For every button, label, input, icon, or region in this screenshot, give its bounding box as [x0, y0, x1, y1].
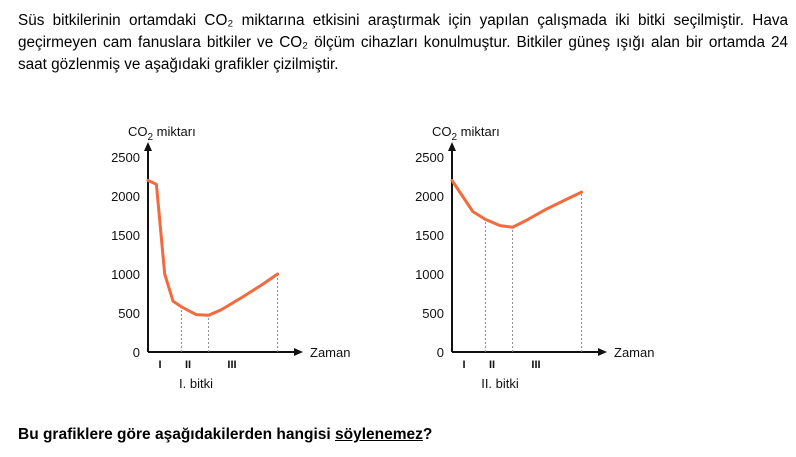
x-axis-title: Zaman [310, 345, 350, 360]
intro-paragraph: Süs bitkilerinin ortamdaki CO₂ miktarına… [18, 12, 788, 73]
x-axis-arrow [294, 348, 303, 356]
x-tick-label: I [158, 359, 161, 371]
y-tick-label: 2500 [415, 150, 444, 165]
y-tick-label: 0 [133, 345, 140, 360]
question-prefix: Bu grafiklere göre aşağıdakilerden hangi… [18, 426, 335, 443]
data-line [146, 178, 280, 317]
y-tick-label: 2000 [415, 189, 444, 204]
question-underlined-word: söylenemez [335, 426, 423, 443]
x-tick-label: III [227, 359, 236, 371]
x-tick-label: II [185, 359, 191, 371]
y-tick-label: 1000 [415, 267, 444, 282]
y-axis-title: CO2 miktarı [432, 124, 500, 143]
chart-title: II. bitki [481, 376, 519, 391]
y-tick-label: 0 [437, 345, 444, 360]
y-axis-title: CO2 miktarı [128, 124, 196, 143]
y-tick-label: 1500 [415, 228, 444, 243]
y-tick-label: 2500 [111, 150, 140, 165]
y-axis-arrow [144, 142, 152, 151]
y-tick-label: 1500 [111, 228, 140, 243]
question-text: Bu grafiklere göre aşağıdakilerden hangi… [18, 426, 432, 444]
x-tick-label: II [489, 359, 495, 371]
x-tick-label: III [531, 359, 540, 371]
chart-title: I. bitki [179, 376, 213, 391]
y-tick-label: 1000 [111, 267, 140, 282]
y-tick-label: 2000 [111, 189, 140, 204]
y-tick-label: 500 [422, 306, 444, 321]
x-tick-label: I [462, 359, 465, 371]
y-axis-arrow [448, 142, 456, 151]
x-axis-title: Zaman [614, 345, 654, 360]
question-suffix: ? [422, 426, 433, 443]
y-tick-label: 500 [118, 306, 140, 321]
x-axis-arrow [598, 348, 607, 356]
data-line [450, 178, 584, 229]
